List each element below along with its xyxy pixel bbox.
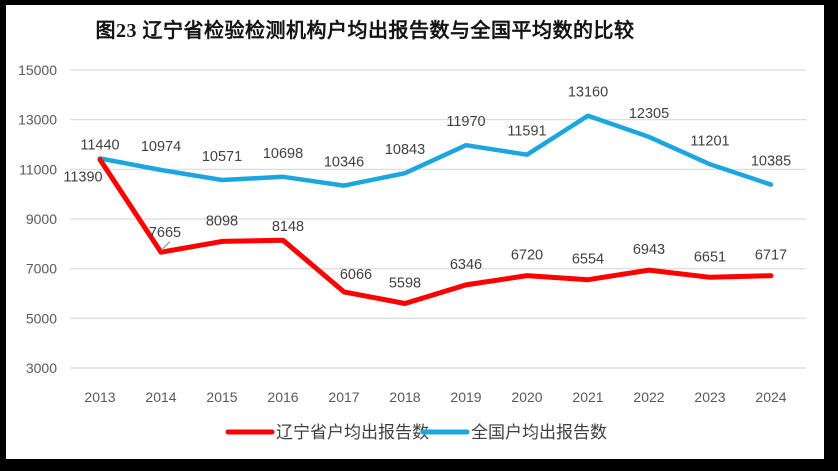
data-label-national-2013: 11440 [80,137,119,153]
x-axis-label: 2013 [84,389,115,405]
x-axis-label: 2021 [572,389,603,405]
x-axis-label: 2024 [755,389,786,405]
data-label-national-2017: 10346 [324,155,364,171]
x-axis-label: 2016 [267,389,298,405]
label-leader-line [160,240,171,251]
x-axis-label: 2023 [694,389,725,405]
data-label-national-2024: 10385 [751,154,791,170]
data-label-national-2016: 10698 [263,146,303,162]
data-label-national-2019: 11970 [446,114,485,130]
x-axis-label: 2017 [328,389,359,405]
data-label-national-2023: 11201 [690,133,729,149]
data-label-liaoning-2024: 6717 [755,248,787,264]
data-label-national-2022: 12305 [629,106,669,122]
x-axis-label: 2020 [511,389,542,405]
data-label-liaoning-2019: 6346 [450,257,482,273]
data-label-national-2014: 10974 [141,139,181,155]
y-axis-label: 9000 [26,211,57,227]
legend-label-liaoning: 辽宁省户均出报告数 [276,423,429,442]
series-line-liaoning [97,157,774,306]
y-axis-label: 7000 [26,261,57,277]
y-axis-label: 13000 [18,112,57,128]
data-label-liaoning-2022: 6943 [633,242,665,258]
x-axis-label: 2022 [633,389,664,405]
x-axis-label: 2014 [145,389,176,405]
chart-title: 图23 辽宁省检验检测机构户均出报告数与全国平均数的比较 [95,20,635,42]
x-axis-label: 2018 [389,389,420,405]
data-label-liaoning-2023: 6651 [694,249,726,265]
data-label-liaoning-2015: 8098 [206,213,238,229]
data-label-national-2020: 11591 [507,124,546,140]
data-label-liaoning-2014: 7665 [149,225,181,241]
data-label-liaoning-2021: 6554 [572,252,604,268]
y-axis-label: 3000 [26,360,57,376]
data-label-liaoning-2013: 11390 [63,170,102,186]
x-axis-label: 2015 [206,389,237,405]
legend-label-national: 全国户均出报告数 [471,423,607,442]
y-axis-label: 5000 [26,310,57,326]
y-axis-label: 11000 [19,161,57,177]
data-label-liaoning-2017: 6066 [340,267,372,283]
chart-canvas: 图23 辽宁省检验检测机构户均出报告数与全国平均数的比较 [6,5,824,459]
y-axis-label: 15000 [18,62,57,78]
data-label-national-2021: 13160 [568,85,608,101]
data-label-liaoning-2016: 8148 [272,219,304,235]
data-label-liaoning-2018: 5598 [389,276,421,292]
data-label-national-2018: 10843 [385,142,425,158]
data-label-national-2015: 10571 [202,149,242,165]
series-line-national [97,113,774,188]
data-label-liaoning-2020: 6720 [511,248,543,264]
x-axis-label: 2019 [450,389,481,405]
